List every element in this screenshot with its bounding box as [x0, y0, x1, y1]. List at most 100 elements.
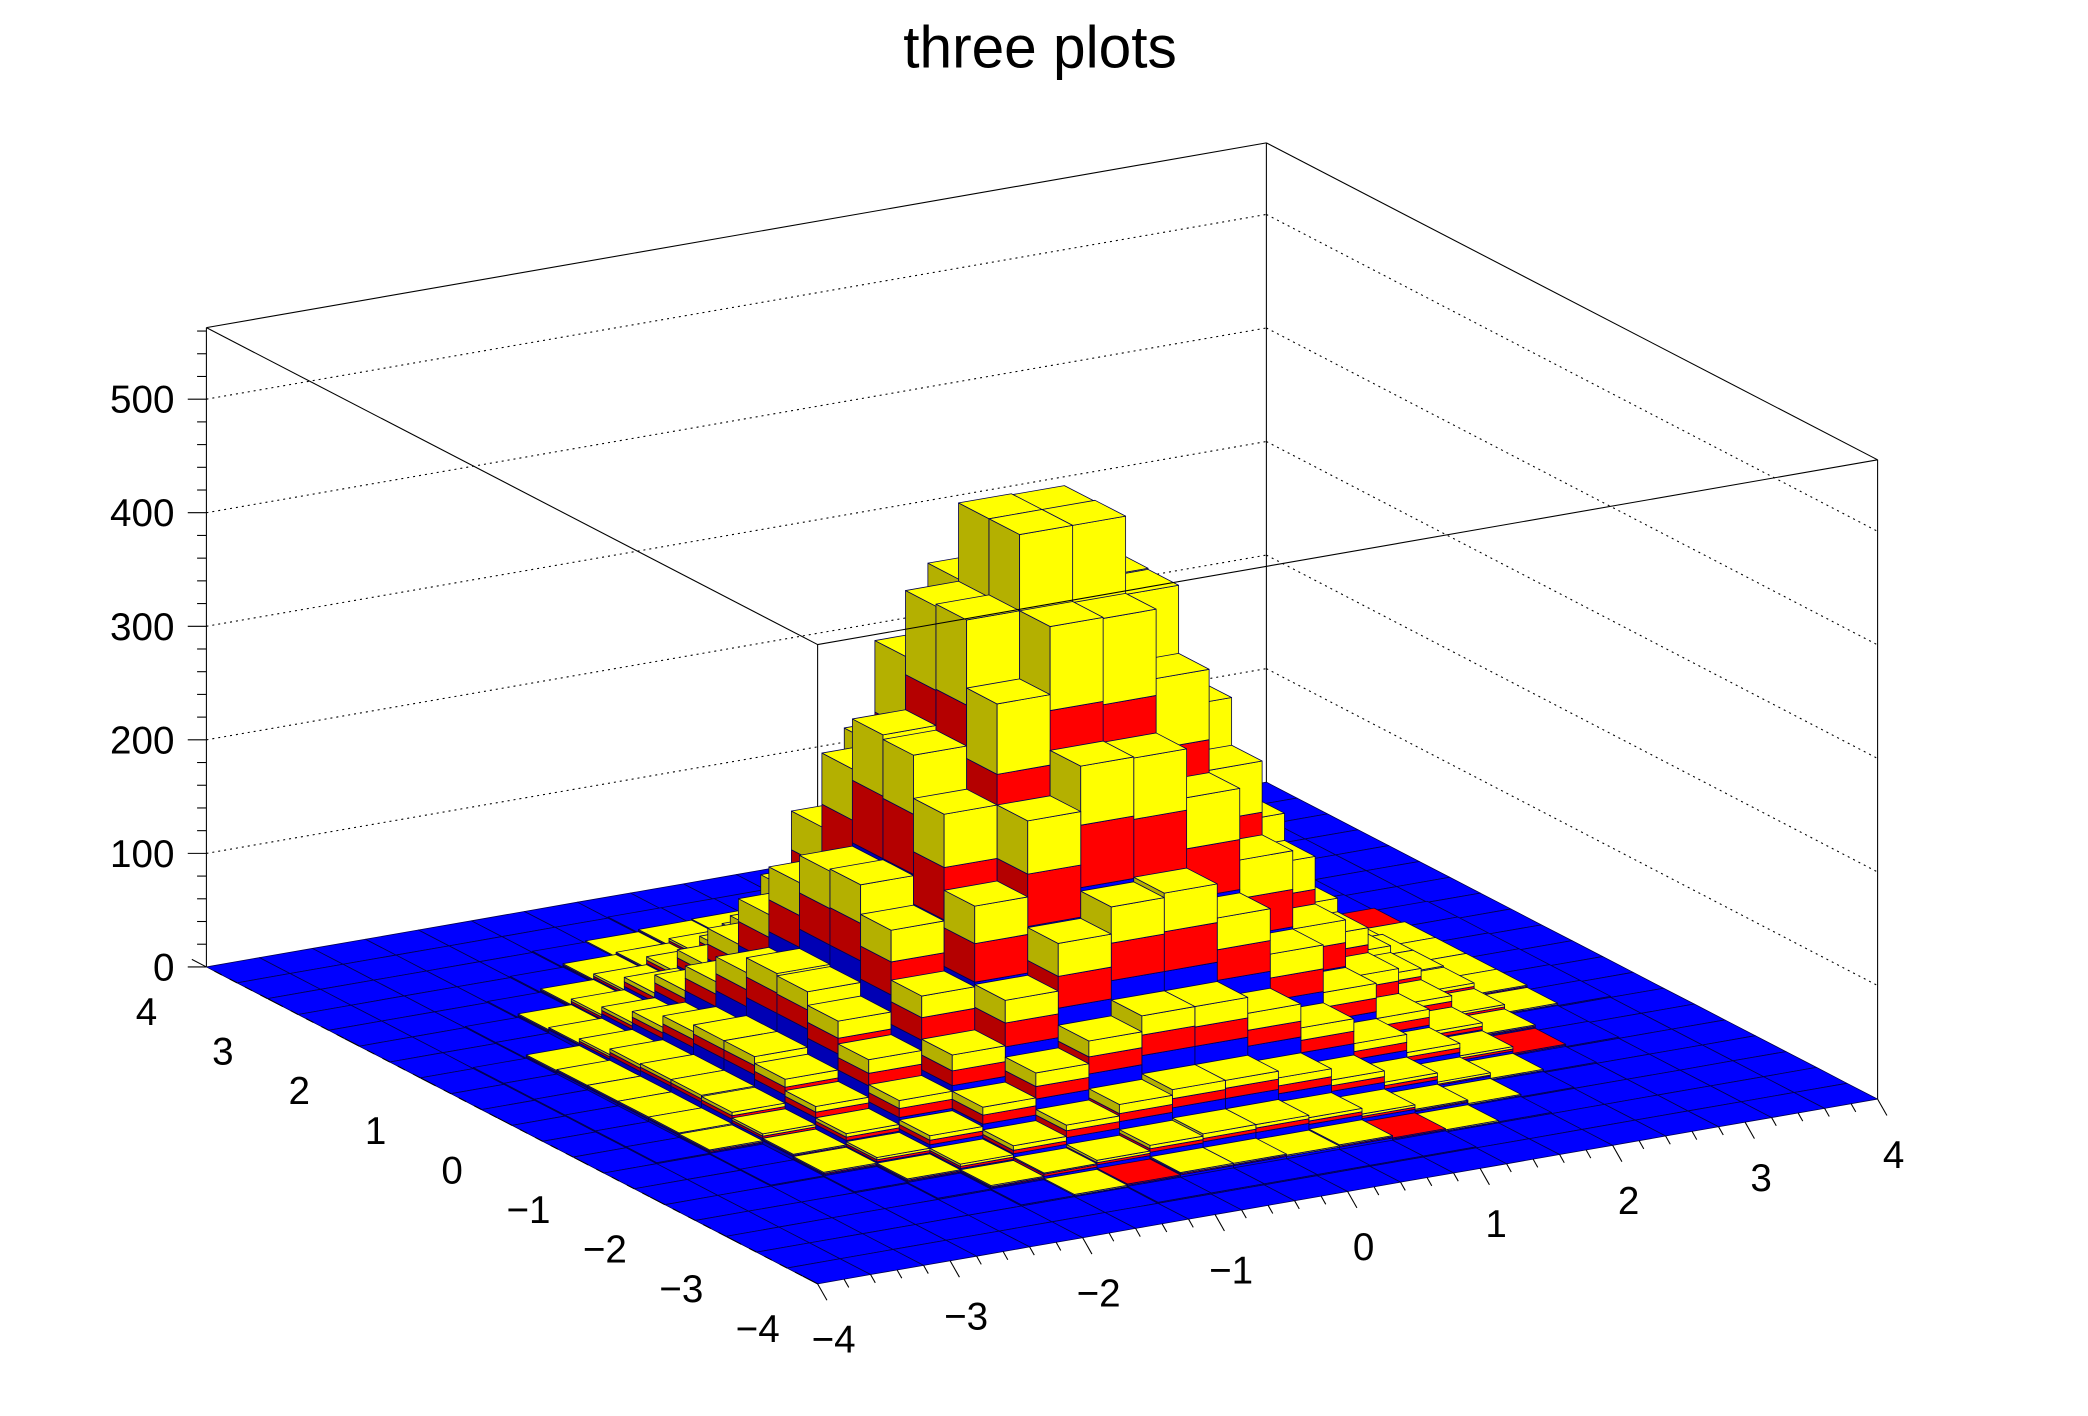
z-tick-label: 100 — [110, 833, 174, 876]
bar-top-face — [1096, 1158, 1181, 1185]
x-tick — [1771, 1117, 1777, 1127]
y-tick — [489, 1113, 497, 1118]
y-tick — [458, 1097, 467, 1103]
bar-front-face — [1080, 756, 1135, 826]
x-tick — [1612, 1145, 1623, 1162]
bar-front-face — [996, 694, 1051, 775]
bar-top-face — [625, 1137, 711, 1164]
y-tick — [565, 1152, 574, 1158]
bar-top-face — [913, 788, 998, 815]
bar-top-face — [1133, 867, 1218, 894]
bar-top-face — [1171, 1108, 1257, 1135]
y-tick — [382, 1057, 391, 1063]
x-tick — [896, 1269, 903, 1279]
bar-top-face — [959, 1160, 1045, 1186]
bar-top-face — [1043, 1168, 1128, 1195]
bar-top-face — [876, 1153, 961, 1180]
bar-top-face — [792, 1146, 878, 1173]
y-tick — [519, 1129, 528, 1134]
bar-top-face — [1080, 881, 1165, 908]
grid-line — [1266, 554, 1878, 873]
bar-top-face — [921, 1029, 1006, 1056]
bar-top-face — [935, 594, 1021, 621]
y-tick-label: 4 — [136, 991, 157, 1034]
y-tick-label: 0 — [441, 1149, 462, 1192]
bar-top-face — [906, 1172, 992, 1199]
bar-top-face — [815, 1108, 900, 1135]
bar-top-face — [837, 1034, 923, 1061]
x-tick — [1347, 1191, 1358, 1209]
x-tick — [870, 1274, 876, 1284]
bar-front-face — [1049, 616, 1104, 711]
bar-top-face — [996, 795, 1082, 822]
bar-top-face — [1035, 1099, 1120, 1126]
frame-edge — [817, 459, 1878, 646]
y-tick-label: −1 — [506, 1189, 550, 1232]
bars — [206, 485, 1879, 1285]
x-tick — [1850, 1103, 1857, 1113]
bar-top-face — [1049, 740, 1135, 767]
bar-top-face — [929, 1138, 1014, 1165]
bar-top-face — [701, 1086, 786, 1113]
y-tick — [336, 1033, 345, 1039]
bar-top-face — [829, 859, 914, 886]
bar-top-face — [890, 970, 976, 997]
x-tick — [1638, 1140, 1645, 1150]
y-tick — [626, 1184, 635, 1190]
bar-top-face — [1149, 1147, 1234, 1173]
x-tick — [1294, 1200, 1300, 1210]
bar-top-face — [776, 966, 862, 993]
x-tick — [843, 1278, 850, 1288]
x-tick-label: −1 — [1209, 1249, 1253, 1292]
y-tick — [726, 1236, 742, 1245]
x-tick — [1082, 1237, 1093, 1255]
y-tick — [596, 1168, 604, 1174]
y-tick — [718, 1232, 727, 1237]
x-tick — [1665, 1135, 1671, 1145]
y-tick — [650, 1196, 666, 1206]
y-tick — [550, 1144, 559, 1150]
y-tick — [321, 1026, 329, 1031]
y-tick — [305, 1018, 314, 1023]
x-tick — [923, 1265, 929, 1274]
bar-top-face — [1065, 1134, 1151, 1161]
x-tick-label: 4 — [1883, 1134, 1904, 1177]
x-tick — [1029, 1246, 1035, 1256]
x-tick — [1824, 1108, 1830, 1117]
bar-top-face — [974, 974, 1059, 1001]
y-tick — [672, 1208, 681, 1214]
frame-edge — [206, 142, 1267, 329]
y-tick — [260, 994, 268, 1000]
chart-title: three plots — [903, 15, 1177, 80]
y-tick — [748, 1247, 757, 1253]
x-tick — [1188, 1218, 1194, 1228]
y-tick — [802, 1275, 818, 1285]
bar-top-face — [723, 1031, 809, 1058]
y-tick — [779, 1263, 788, 1269]
x-tick — [817, 1283, 828, 1301]
x-tick — [1400, 1181, 1406, 1191]
y-tick — [535, 1136, 543, 1142]
y-tick-label: −3 — [659, 1268, 703, 1311]
frame-edge — [1266, 142, 1878, 461]
bar-top-face — [988, 509, 1074, 535]
bar-top-face — [784, 1081, 870, 1107]
y-tick — [268, 998, 284, 1008]
bar-top-face — [982, 1120, 1067, 1147]
x-tick — [1691, 1131, 1698, 1140]
bar-top-face — [868, 1075, 953, 1101]
y-tick — [687, 1216, 696, 1221]
x-tick — [1532, 1158, 1539, 1168]
grid-line — [1266, 213, 1878, 532]
y-tick — [244, 986, 253, 992]
y-tick — [703, 1224, 711, 1229]
bar-top-face — [966, 678, 1051, 705]
y-tick — [764, 1255, 773, 1261]
bar-top-face — [990, 1179, 1075, 1206]
bar-top-face — [739, 1159, 825, 1186]
bar-front-face — [1133, 748, 1188, 820]
grid-line — [206, 327, 1267, 514]
x-tick — [1002, 1251, 1009, 1260]
